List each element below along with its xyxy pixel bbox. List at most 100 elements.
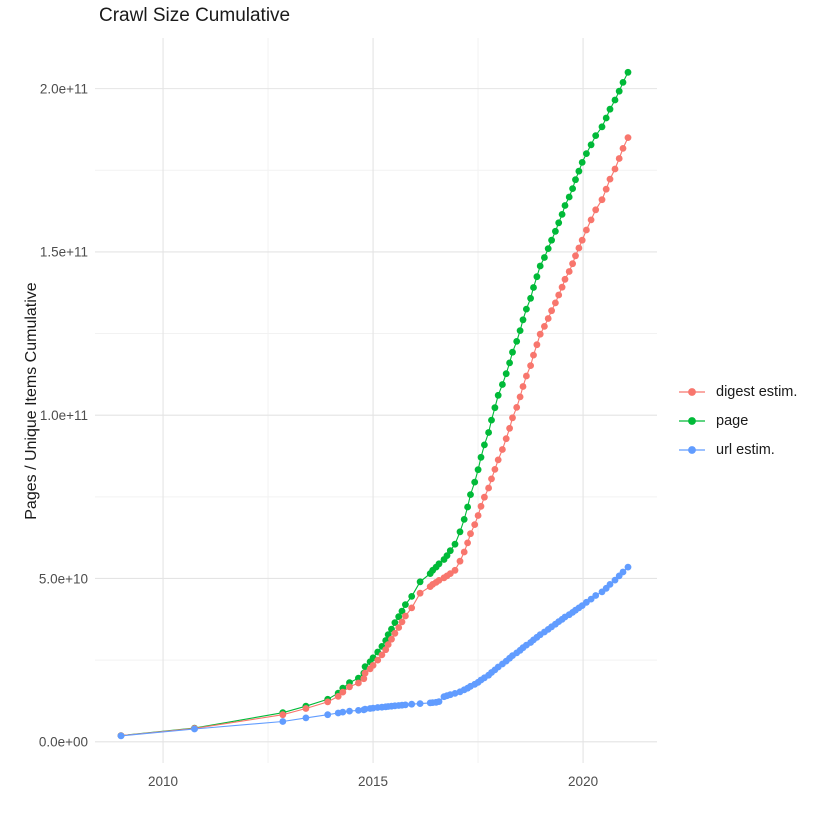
data-point — [536, 330, 544, 338]
data-point — [302, 705, 310, 712]
data-point — [572, 176, 579, 184]
data-point — [516, 327, 524, 334]
data-point — [402, 701, 409, 709]
data-point — [398, 618, 406, 626]
data-point — [355, 679, 362, 687]
data-point — [378, 651, 386, 659]
x-tick-label: 2010 — [148, 774, 178, 789]
data-point — [474, 512, 482, 519]
data-point — [558, 211, 566, 218]
grid-major — [95, 38, 657, 763]
data-point — [509, 348, 516, 356]
data-point — [519, 383, 527, 390]
data-point — [324, 698, 332, 706]
data-point — [555, 219, 563, 227]
data-point — [569, 260, 576, 268]
data-point — [552, 227, 559, 235]
data-point — [494, 456, 502, 464]
data-point — [339, 708, 347, 716]
data-point — [561, 275, 569, 283]
series-line-page — [120, 72, 629, 737]
data-point — [544, 315, 552, 322]
legend-label: url estim. — [716, 441, 775, 458]
y-tick-label: 1.0e+11 — [40, 408, 88, 423]
data-point — [460, 548, 468, 556]
data-point — [388, 635, 395, 643]
data-point — [519, 316, 527, 324]
data-point — [456, 528, 464, 536]
data-point — [408, 700, 416, 708]
data-point — [516, 393, 524, 401]
legend-key-icon — [679, 387, 705, 396]
data-point — [606, 581, 614, 588]
data-point — [527, 362, 534, 369]
chart-title: Crawl Size Cumulative — [99, 5, 291, 26]
data-point — [615, 155, 623, 162]
data-point — [502, 370, 510, 378]
data-point — [565, 268, 573, 275]
legend-item-digest-estim: digest estim. — [678, 377, 797, 406]
data-point — [572, 252, 579, 260]
y-tick-label: 2.0e+11 — [40, 81, 88, 96]
data-point — [506, 359, 513, 367]
data-point — [536, 262, 544, 270]
data-point — [619, 568, 627, 576]
axis-tick-labels: 2010 2015 2020 0.0e+00 5.0e+10 1.0e+11 1.5e+11… — [39, 81, 598, 789]
x-tick-label: 2015 — [358, 774, 388, 789]
data-point — [334, 693, 342, 700]
data-point — [402, 601, 409, 608]
data-point — [279, 711, 287, 719]
data-point — [548, 236, 555, 244]
data-point — [527, 294, 534, 302]
data-point — [361, 669, 369, 677]
data-point — [611, 165, 619, 173]
series-line-digest-estim — [120, 137, 629, 737]
data-point — [558, 283, 566, 291]
data-point — [360, 675, 368, 683]
data-point — [117, 732, 125, 740]
data-point — [587, 595, 595, 603]
data-point — [464, 503, 471, 511]
data-point — [355, 707, 362, 714]
data-point — [395, 613, 403, 621]
data-point — [533, 273, 541, 281]
data-point — [578, 236, 586, 244]
data-point — [611, 576, 619, 584]
y-tick-label: 5.0e+10 — [39, 571, 88, 586]
data-point — [471, 521, 479, 528]
data-point — [587, 141, 595, 149]
data-point — [467, 530, 474, 538]
data-point — [485, 429, 492, 436]
data-point — [561, 202, 569, 209]
data-point — [575, 244, 583, 252]
data-point — [509, 414, 516, 422]
data-point — [460, 516, 468, 523]
data-point — [408, 604, 416, 612]
data-point — [384, 641, 392, 648]
data-point — [611, 96, 619, 104]
legend: digest estim. page url estim. — [678, 377, 797, 464]
data-point — [416, 578, 424, 586]
data-point — [598, 196, 606, 204]
data-point — [402, 612, 409, 620]
series-digest-estim — [117, 134, 632, 739]
data-point — [619, 79, 627, 86]
data-point — [355, 674, 362, 682]
data-point — [578, 159, 586, 166]
data-point — [530, 284, 537, 291]
data-point — [324, 711, 332, 719]
data-point — [548, 307, 555, 315]
x-tick-label: 2020 — [568, 774, 598, 789]
data-point — [191, 725, 198, 733]
data-point — [477, 453, 485, 461]
legend-label: digest estim. — [716, 383, 798, 400]
data-point — [513, 404, 521, 411]
data-point — [523, 305, 530, 313]
data-point — [565, 193, 573, 201]
data-point — [523, 372, 530, 380]
data-point — [369, 662, 377, 669]
data-point — [552, 299, 559, 307]
data-point — [451, 540, 459, 548]
